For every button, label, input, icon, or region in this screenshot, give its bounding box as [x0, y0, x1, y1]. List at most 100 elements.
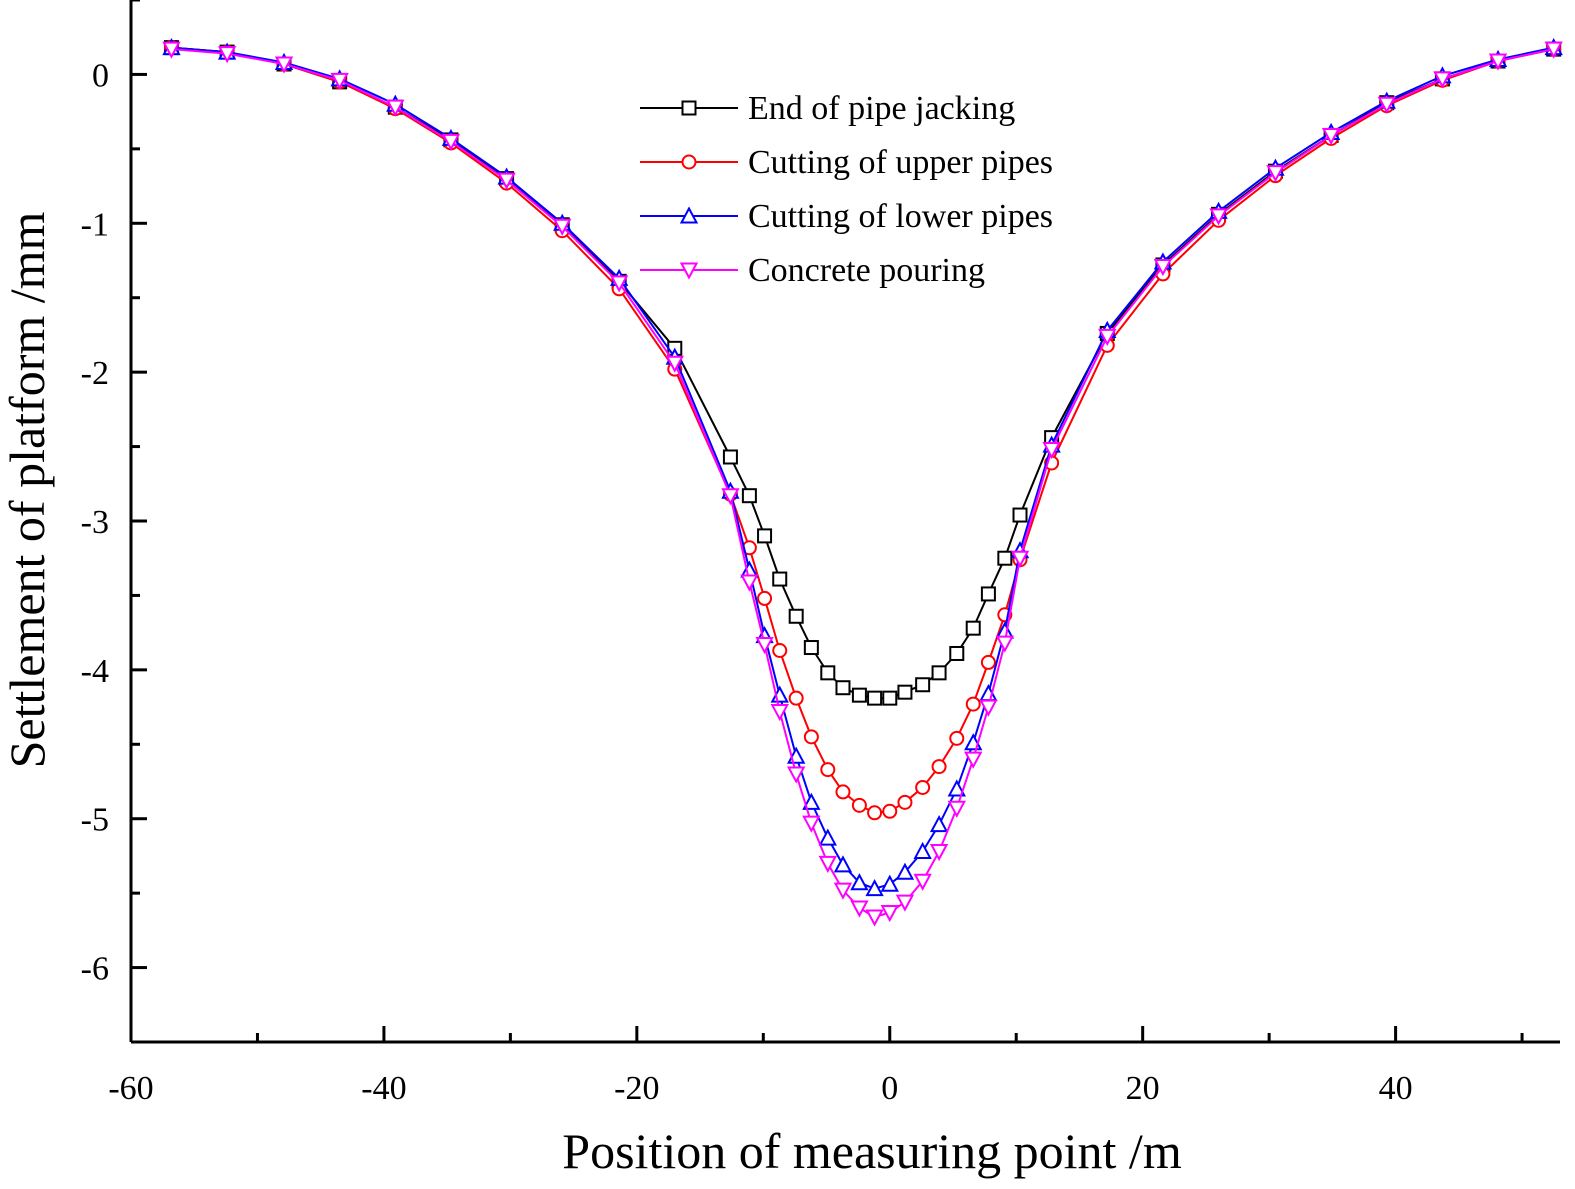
- data-point: [772, 643, 788, 659]
- data-point: [274, 56, 294, 74]
- data-point: [865, 879, 884, 897]
- x-tick-label: 0: [881, 1070, 898, 1107]
- data-point: [929, 843, 949, 862]
- data-point: [895, 862, 915, 880]
- x-tick-label: -60: [108, 1070, 153, 1107]
- data-point: [330, 72, 349, 91]
- data-point: [721, 488, 740, 506]
- data-point: [882, 690, 898, 706]
- data-point: [803, 640, 819, 656]
- data-point: [947, 800, 966, 818]
- legend-label: Cutting of upper pipes: [748, 144, 1053, 181]
- y-tick-label: -4: [81, 653, 109, 690]
- data-point: [980, 654, 996, 670]
- legend-marker: [679, 206, 699, 224]
- data-point: [497, 172, 516, 190]
- data-point: [1433, 71, 1452, 89]
- data-point: [162, 41, 181, 59]
- data-point: [851, 797, 867, 813]
- data-point: [1012, 507, 1028, 523]
- data-point: [757, 590, 773, 606]
- data-point: [915, 677, 931, 693]
- data-point: [772, 571, 788, 587]
- data-point: [897, 684, 913, 700]
- data-point: [965, 696, 981, 712]
- data-point: [865, 909, 884, 927]
- data-point: [931, 759, 947, 775]
- data-point: [1010, 550, 1030, 568]
- data-point: [741, 488, 757, 504]
- data-point: [979, 699, 998, 717]
- data-point: [949, 730, 965, 746]
- data-point: [803, 729, 819, 745]
- data-point: [820, 762, 836, 778]
- data-point: [833, 882, 853, 900]
- data-point: [867, 690, 883, 706]
- legend-marker: [679, 262, 699, 280]
- data-point: [788, 690, 804, 706]
- data-point: [1098, 328, 1117, 347]
- legend: End of pipe jacking Cutting of upper pipe…: [640, 90, 1053, 289]
- legend-item: End of pipe jacking: [640, 90, 1015, 127]
- data-point: [788, 608, 804, 624]
- legend-label: End of pipe jacking: [748, 90, 1015, 127]
- data-point: [915, 779, 931, 795]
- series-layer: [162, 38, 1563, 927]
- data-point: [949, 645, 965, 661]
- data-point: [553, 218, 572, 236]
- y-tick-label: -3: [81, 504, 109, 541]
- data-point: [850, 873, 869, 891]
- x-tick-label: -40: [361, 1070, 406, 1107]
- data-point: [880, 874, 899, 892]
- y-tick-label: -2: [81, 355, 109, 392]
- data-point: [997, 550, 1013, 566]
- data-point: [850, 900, 869, 918]
- data-point: [947, 779, 966, 797]
- data-point: [1209, 208, 1228, 226]
- data-point: [1321, 127, 1341, 146]
- data-point: [770, 704, 789, 722]
- data-point: [802, 792, 821, 810]
- data-point: [965, 620, 981, 636]
- data-point: [964, 751, 983, 769]
- y-tick-label: -6: [81, 951, 109, 988]
- data-point: [818, 828, 837, 846]
- data-point: [897, 794, 913, 810]
- legend-label: Cutting of lower pipes: [748, 198, 1053, 235]
- data-point: [833, 855, 853, 873]
- data-point: [913, 841, 932, 859]
- data-point: [820, 665, 836, 681]
- series-1: [163, 40, 1562, 706]
- data-point: [757, 528, 773, 544]
- data-point: [441, 133, 461, 152]
- data-point: [1042, 442, 1061, 460]
- legend-item: Cutting of lower pipes: [640, 198, 1053, 235]
- data-point: [835, 784, 851, 800]
- legend-item: Cutting of upper pipes: [640, 144, 1053, 181]
- data-point: [867, 805, 883, 821]
- data-point: [818, 855, 837, 873]
- legend-marker: [681, 100, 697, 116]
- data-point: [931, 665, 947, 681]
- y-axis: 0 -1 -2 -3 -4 -5 -6: [81, 0, 147, 1044]
- data-point: [995, 635, 1015, 653]
- x-tick-label: -20: [614, 1070, 659, 1107]
- data-point: [740, 574, 759, 592]
- y-tick-label: 0: [92, 57, 109, 94]
- data-point: [217, 46, 237, 64]
- data-point: [835, 680, 851, 696]
- legend-label: Concrete pouring: [748, 252, 985, 289]
- data-point: [755, 637, 774, 655]
- y-axis-title: Settlement of platform /mm: [0, 211, 55, 768]
- data-point: [1266, 165, 1285, 183]
- data-point: [1377, 96, 1396, 114]
- x-tick-label: 40: [1379, 1070, 1413, 1107]
- data-point: [929, 815, 949, 833]
- data-point: [665, 355, 684, 373]
- legend-item: Concrete pouring: [640, 252, 985, 289]
- data-point: [802, 815, 821, 833]
- data-point: [787, 766, 806, 784]
- data-point: [851, 687, 867, 703]
